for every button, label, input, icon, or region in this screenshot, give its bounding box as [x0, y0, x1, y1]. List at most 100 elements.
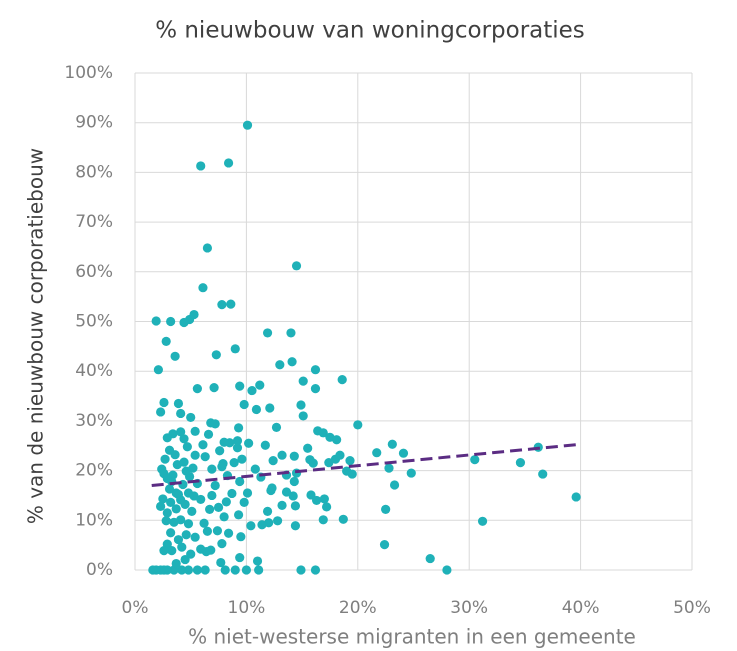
point	[239, 399, 249, 410]
point	[207, 464, 217, 474]
point	[161, 336, 171, 346]
point	[242, 120, 253, 130]
point	[162, 433, 172, 443]
chart-title: % nieuwbouw van woningcorporaties	[155, 18, 585, 44]
point	[190, 532, 200, 542]
point	[198, 440, 208, 450]
point	[298, 376, 308, 386]
point	[338, 514, 348, 524]
y-tick-label: 20%	[75, 461, 113, 481]
point	[275, 360, 285, 370]
point	[379, 540, 390, 550]
point	[181, 466, 191, 476]
point	[148, 565, 158, 575]
point	[190, 450, 200, 460]
point	[251, 404, 262, 415]
point	[164, 484, 175, 494]
point	[202, 526, 213, 536]
point	[203, 429, 214, 439]
point	[173, 398, 184, 409]
point	[250, 464, 260, 474]
point	[170, 450, 180, 460]
point	[229, 458, 239, 468]
point	[207, 490, 217, 501]
point	[223, 158, 234, 168]
point	[210, 419, 220, 429]
point	[162, 473, 172, 484]
point	[232, 443, 243, 453]
point	[345, 456, 355, 466]
point	[202, 243, 213, 253]
point	[268, 456, 278, 466]
point	[318, 428, 328, 438]
point	[296, 400, 306, 410]
x-tick-label: 40%	[562, 598, 600, 618]
point	[159, 397, 169, 408]
point	[265, 403, 275, 413]
y-tick-label: 100%	[64, 63, 113, 83]
point	[257, 520, 267, 530]
point	[277, 500, 287, 510]
point	[235, 476, 245, 487]
point	[173, 535, 184, 545]
point	[177, 542, 187, 552]
point	[209, 383, 219, 393]
point	[272, 516, 283, 526]
point	[161, 516, 171, 526]
point	[190, 426, 200, 436]
point	[220, 565, 230, 575]
point	[442, 565, 452, 575]
point	[179, 317, 189, 328]
point	[262, 328, 273, 338]
point	[425, 553, 435, 564]
point	[179, 457, 189, 467]
point	[255, 380, 265, 390]
point	[347, 469, 357, 479]
point	[262, 506, 273, 516]
point	[298, 411, 308, 421]
point	[153, 365, 163, 375]
point	[271, 422, 282, 432]
point	[183, 565, 194, 575]
x-tick-label: 10%	[228, 598, 266, 618]
point	[210, 480, 220, 491]
point	[310, 383, 321, 394]
point	[247, 385, 257, 396]
y-tick-label: 60%	[75, 262, 113, 282]
point	[167, 546, 177, 556]
point	[166, 316, 176, 327]
point	[162, 508, 172, 518]
point	[166, 497, 176, 508]
point	[372, 448, 382, 458]
point	[186, 412, 196, 423]
point	[176, 427, 186, 437]
point	[151, 316, 161, 326]
point	[215, 446, 225, 456]
point	[319, 494, 329, 504]
point	[381, 504, 391, 514]
point	[260, 440, 270, 450]
point	[179, 434, 189, 444]
x-tick-label: 50%	[673, 598, 711, 618]
point	[216, 557, 226, 568]
point	[180, 554, 190, 565]
point	[254, 565, 264, 575]
point	[171, 558, 181, 569]
point	[223, 528, 234, 538]
point	[166, 528, 176, 538]
point	[176, 495, 186, 505]
point	[384, 463, 394, 473]
point	[515, 458, 526, 468]
point	[177, 565, 187, 575]
point	[470, 455, 480, 465]
point	[311, 495, 322, 506]
point	[159, 546, 169, 556]
point	[217, 300, 227, 310]
point	[239, 497, 249, 508]
point	[189, 309, 199, 320]
x-tick-label: 20%	[339, 598, 377, 618]
point	[310, 565, 321, 575]
y-axis-label: % van de nieuwbouw corporatiebouw	[24, 148, 48, 524]
